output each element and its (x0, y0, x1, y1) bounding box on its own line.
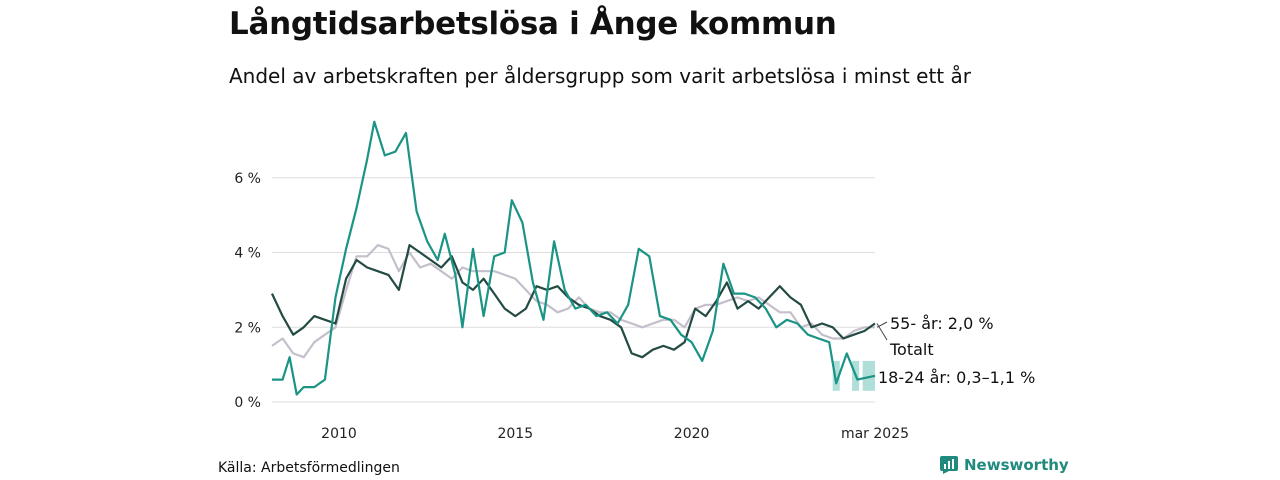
y-tick-label: 4 % (234, 246, 261, 262)
end-label-connector (876, 323, 888, 341)
x-axis-ticks: 2010 2015 2020 mar 2025 (321, 426, 909, 442)
x-tick-label: 2010 (321, 426, 357, 442)
series-line-total (271, 244, 876, 359)
x-tick-label: mar 2025 (841, 426, 909, 442)
x-tick-label: 2020 (674, 426, 710, 442)
youth-band-segment (862, 360, 875, 391)
y-tick-label: 0 % (234, 395, 261, 411)
end-label-total: Totalt (889, 340, 934, 359)
end-label-senior: 55- år: 2,0 % (890, 314, 994, 333)
newsworthy-icon (940, 456, 958, 474)
gridlines (272, 177, 875, 403)
y-axis-ticks: 0 % 2 % 4 % 6 % (234, 171, 261, 411)
x-tick-label: 2015 (497, 426, 533, 442)
series-lines (271, 120, 876, 396)
brand-name: Newsworthy (964, 456, 1069, 474)
brand-logo: Newsworthy (940, 456, 1069, 474)
series-line-youth (272, 120, 876, 396)
chart-title: Långtidsarbetslösa i Ånge kommun (229, 6, 837, 42)
end-labels: 55- år: 2,0 % Totalt 18-24 år: 0,3–1,1 % (876, 314, 1035, 387)
chart-subtitle: Andel av arbetskraften per åldersgrupp s… (229, 64, 971, 88)
series-line-senior (271, 244, 875, 359)
end-label-youth: 18-24 år: 0,3–1,1 % (878, 368, 1035, 387)
y-tick-label: 6 % (234, 171, 261, 187)
youth-band-segment (832, 360, 840, 391)
y-tick-label: 2 % (234, 320, 261, 336)
source-note: Källa: Arbetsförmedlingen (218, 460, 400, 476)
line-chart: 0 % 2 % 4 % 6 % 2010 2015 2020 mar 2025 55- år… (234, 120, 1035, 442)
